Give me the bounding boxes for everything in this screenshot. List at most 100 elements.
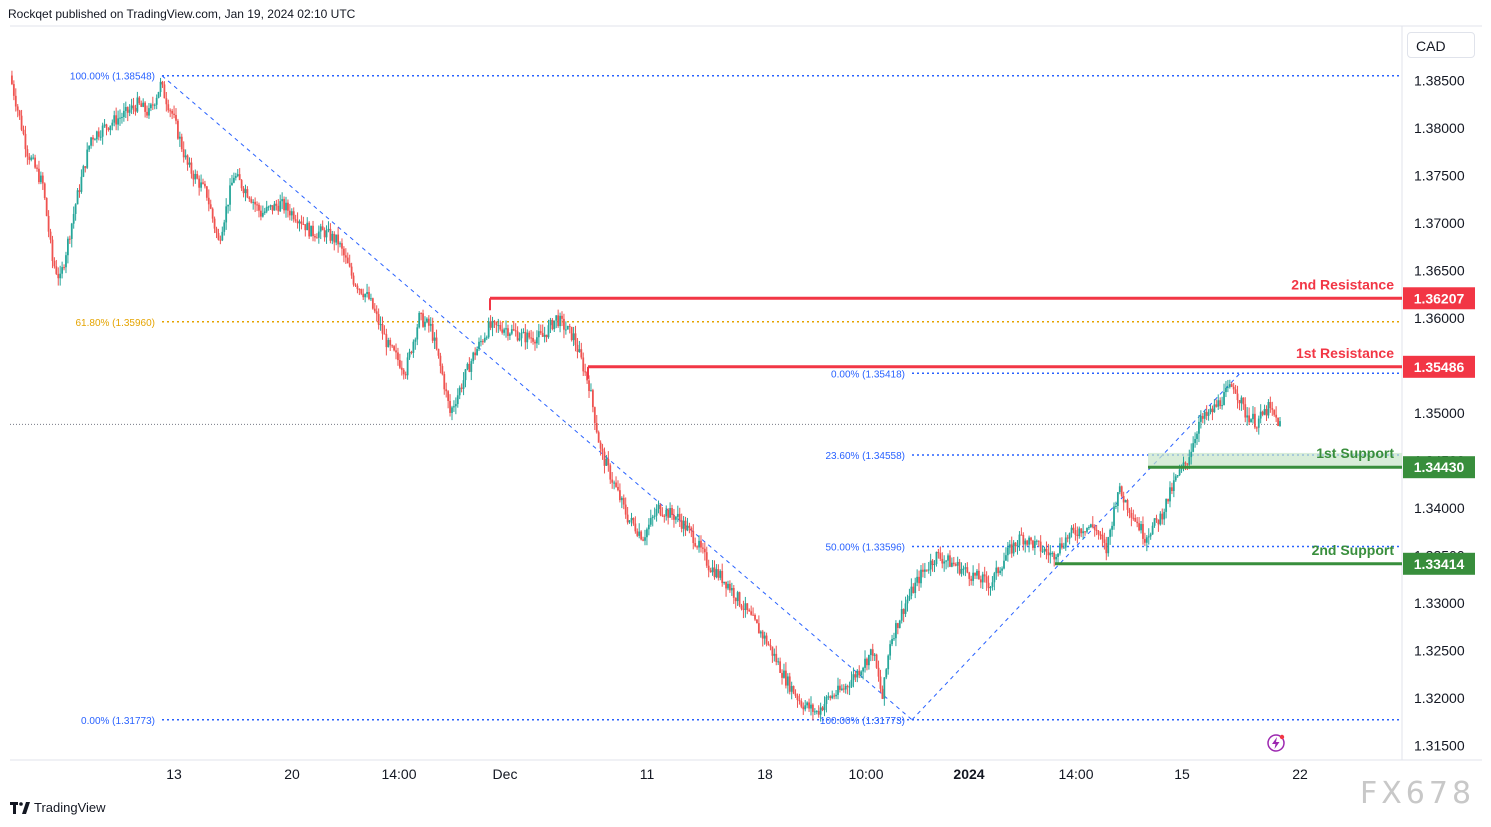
candle bbox=[757, 615, 760, 634]
candle bbox=[227, 204, 230, 214]
candle bbox=[607, 451, 610, 472]
candle bbox=[260, 205, 262, 221]
candle bbox=[360, 288, 363, 296]
lightning-icon[interactable] bbox=[1266, 733, 1286, 753]
candle bbox=[987, 575, 990, 596]
candle bbox=[501, 321, 504, 335]
candle bbox=[362, 288, 365, 301]
candle bbox=[732, 585, 735, 604]
fib-level-label: 100.00% (1.38548) bbox=[70, 72, 155, 83]
candle bbox=[1277, 417, 1279, 427]
candle bbox=[1265, 405, 1268, 422]
candle bbox=[1128, 507, 1131, 519]
candle bbox=[184, 149, 187, 160]
candle bbox=[242, 186, 245, 198]
candle bbox=[1051, 551, 1054, 557]
candle bbox=[67, 236, 69, 264]
candle bbox=[182, 141, 185, 163]
candle bbox=[325, 225, 328, 244]
candle bbox=[306, 217, 309, 231]
candle bbox=[1093, 524, 1096, 537]
candle bbox=[817, 705, 820, 718]
candle bbox=[777, 657, 780, 666]
candle bbox=[950, 557, 953, 568]
candle bbox=[202, 178, 204, 185]
candle bbox=[466, 362, 469, 371]
candle bbox=[920, 565, 922, 588]
candle bbox=[522, 328, 525, 334]
candle bbox=[508, 332, 511, 340]
candle bbox=[979, 575, 982, 589]
candle bbox=[1005, 547, 1007, 561]
candle bbox=[82, 164, 85, 178]
candle bbox=[1190, 443, 1193, 465]
candle bbox=[925, 569, 928, 572]
candle bbox=[244, 184, 247, 202]
candle bbox=[458, 385, 461, 400]
candle bbox=[896, 622, 899, 635]
candle bbox=[702, 542, 704, 554]
candle bbox=[223, 219, 226, 236]
candle bbox=[578, 341, 581, 353]
candle bbox=[939, 546, 942, 562]
candle bbox=[510, 324, 513, 336]
candle bbox=[375, 305, 378, 322]
candle bbox=[862, 666, 865, 680]
candle bbox=[725, 581, 727, 597]
candle bbox=[1238, 399, 1241, 411]
candle bbox=[1171, 482, 1173, 495]
candle bbox=[134, 104, 137, 116]
time-tick-label: 11 bbox=[640, 766, 655, 782]
candle bbox=[425, 317, 428, 324]
candle bbox=[389, 337, 392, 351]
candle bbox=[744, 596, 747, 618]
candle bbox=[74, 203, 77, 221]
candle bbox=[1101, 527, 1104, 547]
candle bbox=[661, 507, 664, 518]
tradingview-brand[interactable]: TradingView bbox=[10, 800, 106, 815]
price-tick-label: 1.32500 bbox=[1414, 643, 1465, 659]
candle bbox=[1053, 551, 1056, 567]
candle bbox=[95, 130, 98, 143]
level-label: 2nd Resistance bbox=[1291, 276, 1394, 292]
candle bbox=[379, 316, 382, 331]
candle bbox=[557, 309, 560, 328]
candle bbox=[186, 154, 189, 171]
candle bbox=[26, 145, 29, 165]
candle bbox=[866, 657, 868, 671]
candle bbox=[1132, 509, 1135, 521]
candle bbox=[478, 337, 480, 352]
candle bbox=[412, 339, 415, 358]
currency-selector-button[interactable]: CAD bbox=[1407, 32, 1475, 58]
candle bbox=[1199, 410, 1202, 429]
candle bbox=[1001, 566, 1003, 577]
candle bbox=[304, 224, 307, 237]
candle bbox=[1198, 415, 1200, 443]
candle bbox=[151, 96, 154, 111]
candle bbox=[18, 109, 21, 120]
candle bbox=[300, 215, 303, 230]
candle bbox=[1236, 385, 1239, 409]
candle bbox=[12, 80, 15, 101]
candle bbox=[1097, 529, 1100, 540]
candle bbox=[173, 105, 175, 119]
candle bbox=[1203, 409, 1206, 425]
candle bbox=[1279, 417, 1281, 427]
candle bbox=[935, 551, 938, 567]
candle bbox=[910, 578, 913, 600]
candle bbox=[1215, 399, 1218, 408]
candle bbox=[24, 125, 27, 158]
candle bbox=[414, 337, 417, 350]
candle bbox=[1088, 525, 1090, 530]
candle bbox=[1269, 396, 1272, 413]
candle bbox=[321, 220, 324, 231]
time-tick-label: Dec bbox=[493, 766, 518, 782]
candle bbox=[1217, 394, 1220, 410]
candle bbox=[1103, 532, 1106, 550]
candle bbox=[385, 328, 388, 356]
candle bbox=[391, 344, 394, 348]
fib-level-label: 100.00% (1.31773) bbox=[820, 716, 905, 727]
candle bbox=[767, 641, 770, 646]
level-price-badge bbox=[1403, 287, 1475, 310]
